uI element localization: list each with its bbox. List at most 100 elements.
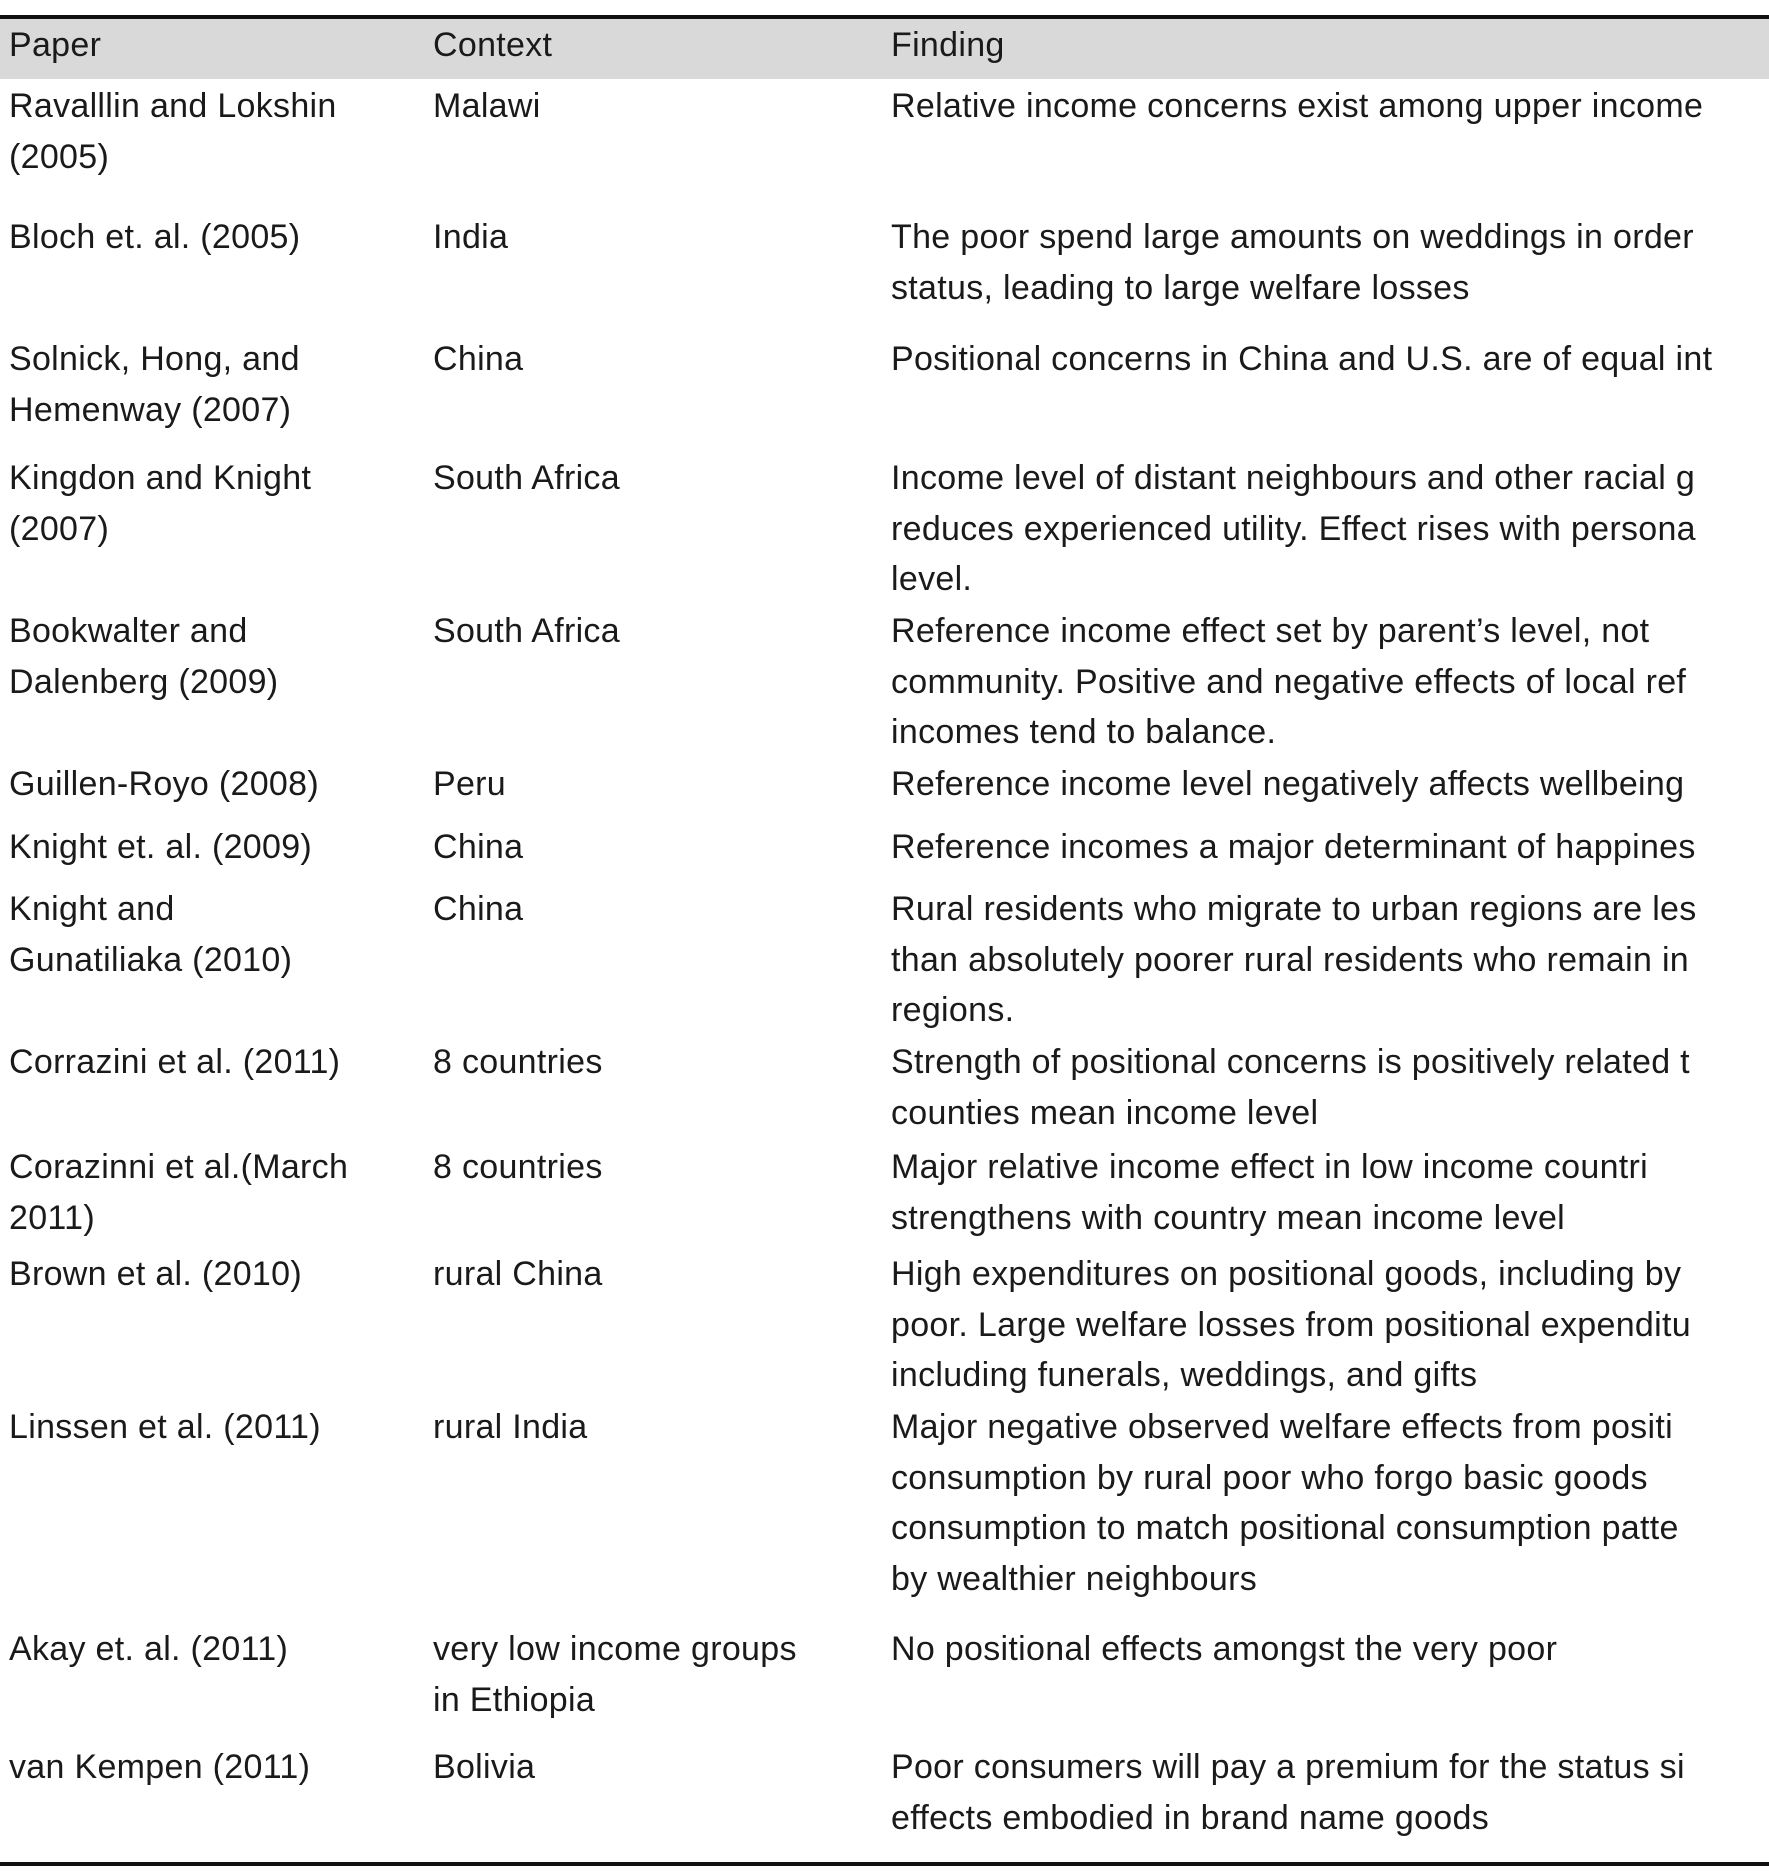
finding-line: consumption to match positional consumpt… bbox=[891, 1509, 1679, 1548]
cell-context: rural China bbox=[433, 1249, 603, 1300]
finding-line: Reference income level negatively affect… bbox=[891, 765, 1685, 803]
cell-context: South Africa bbox=[433, 606, 620, 657]
cell-context: Bolivia bbox=[433, 1742, 535, 1793]
cell-finding: Reference incomes a major determinant of… bbox=[891, 822, 1696, 873]
header-finding: Finding bbox=[891, 26, 1005, 64]
cell-context: South Africa bbox=[433, 453, 620, 504]
cell-context: 8 countries bbox=[433, 1037, 603, 1088]
finding-line: Positional concerns in China and U.S. ar… bbox=[891, 340, 1713, 378]
cell-paper: Knight and Gunatiliaka (2010) bbox=[9, 884, 292, 985]
paper-line: 2011) bbox=[9, 1198, 95, 1237]
finding-line: reduces experienced utility. Effect rise… bbox=[891, 509, 1696, 548]
finding-line: counties mean income level bbox=[891, 1093, 1319, 1132]
cell-finding: Major relative income effect in low inco… bbox=[891, 1142, 1648, 1243]
paper-line: Dalenberg (2009) bbox=[9, 662, 279, 701]
cell-paper: Corrazini et al. (2011) bbox=[9, 1037, 340, 1088]
finding-line: No positional effects amongst the very p… bbox=[891, 1630, 1558, 1668]
cell-finding: High expenditures on positional goods, i… bbox=[891, 1249, 1691, 1401]
paper-line: (2005) bbox=[9, 137, 110, 176]
cell-finding: Rural residents who migrate to urban reg… bbox=[891, 884, 1697, 1036]
cell-finding: Relative income concerns exist among upp… bbox=[891, 81, 1703, 132]
finding-line: than absolutely poorer rural residents w… bbox=[891, 940, 1690, 979]
cell-finding: No positional effects amongst the very p… bbox=[891, 1624, 1557, 1675]
paper-line: Corazinni et al.(March bbox=[9, 1148, 349, 1186]
cell-paper: van Kempen (2011) bbox=[9, 1742, 310, 1793]
finding-line: Poor consumers will pay a premium for th… bbox=[891, 1748, 1685, 1786]
paper-line: van Kempen (2011) bbox=[9, 1748, 311, 1786]
finding-line: level. bbox=[891, 560, 973, 599]
paper-line: (2007) bbox=[9, 509, 110, 548]
finding-line: poor. Large welfare losses from position… bbox=[891, 1305, 1691, 1344]
cell-paper: Linssen et al. (2011) bbox=[9, 1402, 321, 1453]
paper-line: Knight et. al. (2009) bbox=[9, 828, 313, 866]
context-line: rural China bbox=[433, 1255, 603, 1293]
cell-finding: The poor spend large amounts on weddings… bbox=[891, 212, 1694, 313]
context-line: China bbox=[433, 890, 524, 928]
context-line: China bbox=[433, 828, 524, 866]
cell-finding: Major negative observed welfare effects … bbox=[891, 1402, 1679, 1605]
paper-line: Knight and bbox=[9, 890, 175, 928]
finding-line: status, leading to large welfare losses bbox=[891, 268, 1470, 307]
cell-context: Malawi bbox=[433, 81, 541, 132]
paper-line: Ravalllin and Lokshin bbox=[9, 87, 337, 125]
context-line: 8 countries bbox=[433, 1148, 603, 1186]
finding-line: Rural residents who migrate to urban reg… bbox=[891, 890, 1697, 928]
finding-line: effects embodied in brand name goods bbox=[891, 1798, 1490, 1837]
cell-context: China bbox=[433, 334, 523, 385]
cell-context: rural India bbox=[433, 1402, 588, 1453]
paper-line: Gunatiliaka (2010) bbox=[9, 940, 293, 979]
finding-line: consumption by rural poor who forgo basi… bbox=[891, 1458, 1648, 1497]
table-top-rule bbox=[0, 15, 1769, 19]
paper-line: Bloch et. al. (2005) bbox=[9, 218, 301, 256]
paper-line: Kingdon and Knight bbox=[9, 459, 312, 497]
finding-line: High expenditures on positional goods, i… bbox=[891, 1255, 1682, 1293]
cell-paper: Guillen-Royo (2008) bbox=[9, 759, 319, 810]
cell-paper: Bloch et. al. (2005) bbox=[9, 212, 300, 263]
context-line: rural India bbox=[433, 1408, 588, 1446]
finding-line: Reference income effect set by parent’s … bbox=[891, 612, 1650, 650]
finding-line: including funerals, weddings, and gifts bbox=[891, 1356, 1478, 1395]
cell-paper: Solnick, Hong, and Hemenway (2007) bbox=[9, 334, 300, 435]
paper-line: Bookwalter and bbox=[9, 612, 248, 650]
paper-line: Brown et al. (2010) bbox=[9, 1255, 302, 1293]
paper-line: Akay et. al. (2011) bbox=[9, 1630, 289, 1668]
finding-line: community. Positive and negative effects… bbox=[891, 662, 1687, 701]
paper-line: Hemenway (2007) bbox=[9, 390, 292, 429]
cell-finding: Poor consumers will pay a premium for th… bbox=[891, 1742, 1685, 1843]
finding-line: incomes tend to balance. bbox=[891, 713, 1277, 752]
paper-line: Linssen et al. (2011) bbox=[9, 1408, 321, 1446]
cell-finding: Income level of distant neighbours and o… bbox=[891, 453, 1696, 605]
cell-finding: Reference income level negatively affect… bbox=[891, 759, 1684, 810]
context-line: Bolivia bbox=[433, 1748, 536, 1786]
cell-paper: Bookwalter and Dalenberg (2009) bbox=[9, 606, 278, 707]
finding-line: The poor spend large amounts on weddings… bbox=[891, 218, 1694, 256]
cell-paper: Knight et. al. (2009) bbox=[9, 822, 312, 873]
context-line: South Africa bbox=[433, 459, 620, 497]
paper-line: Guillen-Royo (2008) bbox=[9, 765, 319, 803]
finding-line: regions. bbox=[891, 991, 1015, 1030]
finding-line: Major negative observed welfare effects … bbox=[891, 1408, 1673, 1446]
finding-line: Major relative income effect in low inco… bbox=[891, 1148, 1649, 1186]
finding-line: Strength of positional concerns is posit… bbox=[891, 1043, 1690, 1081]
cell-context: very low income groups in Ethiopia bbox=[433, 1624, 797, 1725]
context-line: very low income groups bbox=[433, 1630, 797, 1668]
cell-context: India bbox=[433, 212, 508, 263]
cell-paper: Corazinni et al.(March 2011) bbox=[9, 1142, 348, 1243]
table-bottom-rule bbox=[0, 1862, 1769, 1866]
context-line: South Africa bbox=[433, 612, 620, 650]
context-line: 8 countries bbox=[433, 1043, 603, 1081]
context-line: India bbox=[433, 218, 509, 256]
header-paper: Paper bbox=[9, 26, 102, 64]
cell-paper: Brown et al. (2010) bbox=[9, 1249, 302, 1300]
header-context: Context bbox=[433, 26, 553, 64]
context-line: Peru bbox=[433, 765, 507, 803]
cell-paper: Ravalllin and Lokshin (2005) bbox=[9, 81, 337, 182]
cell-finding: Strength of positional concerns is posit… bbox=[891, 1037, 1690, 1138]
paper-line: Corrazini et al. (2011) bbox=[9, 1043, 341, 1081]
finding-line: Income level of distant neighbours and o… bbox=[891, 459, 1696, 497]
context-line: in Ethiopia bbox=[433, 1680, 596, 1719]
context-line: Malawi bbox=[433, 87, 541, 125]
cell-context: China bbox=[433, 884, 523, 935]
cell-paper: Kingdon and Knight (2007) bbox=[9, 453, 311, 554]
context-line: China bbox=[433, 340, 524, 378]
